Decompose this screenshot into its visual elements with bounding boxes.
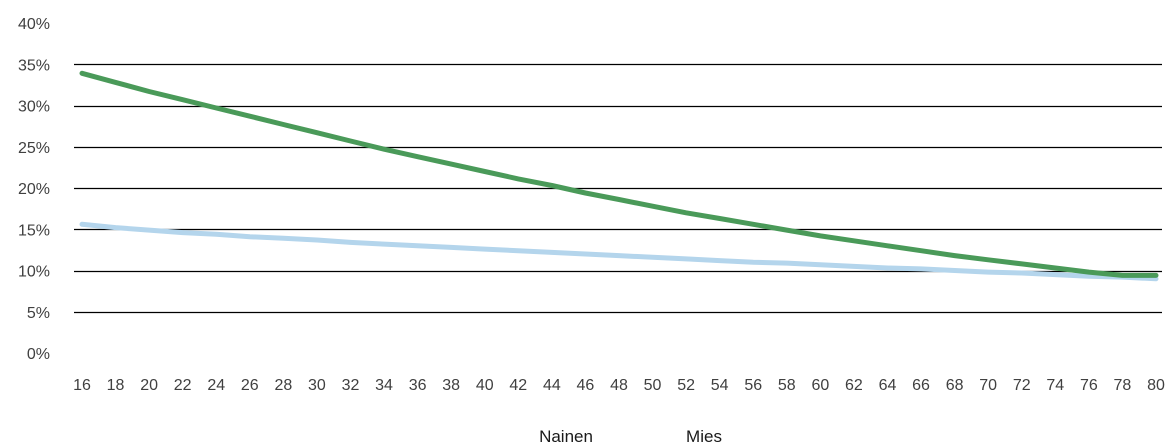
x-tick-label: 34 [375, 377, 393, 394]
x-tick-label: 60 [811, 377, 829, 394]
x-tick-label: 76 [1080, 377, 1098, 394]
x-tick-label: 38 [442, 377, 460, 394]
x-tick-label: 72 [1013, 377, 1031, 394]
x-tick-label: 30 [308, 377, 326, 394]
x-tick-label: 64 [879, 377, 897, 394]
x-tick-label: 20 [140, 377, 158, 394]
x-tick-label: 74 [1046, 377, 1064, 394]
y-tick-label: 30% [18, 99, 50, 116]
legend-label-nainen: Nainen [539, 427, 593, 446]
x-tick-label: 36 [409, 377, 427, 394]
series-line-mies [79, 70, 1159, 278]
x-tick-label: 32 [342, 377, 360, 394]
x-axis-tick-labels: 16 18 20 22 24 26 28 30 32 34 36 38 40 42 44 46 48 50 52 54… [73, 377, 1165, 394]
y-tick-label: 25% [18, 140, 50, 157]
x-tick-label: 42 [509, 377, 527, 394]
y-tick-label: 10% [18, 264, 50, 281]
x-tick-label: 22 [174, 377, 192, 394]
x-tick-label: 18 [107, 377, 125, 394]
series-lines [79, 70, 1159, 282]
x-tick-label: 56 [744, 377, 762, 394]
x-tick-label: 16 [73, 377, 91, 394]
x-tick-label: 24 [207, 377, 225, 394]
x-tick-label: 62 [845, 377, 863, 394]
y-tick-label: 20% [18, 181, 50, 198]
x-tick-label: 50 [644, 377, 662, 394]
x-tick-label: 58 [778, 377, 796, 394]
x-tick-label: 54 [711, 377, 729, 394]
y-tick-label: 40% [18, 16, 50, 33]
x-tick-label: 44 [543, 377, 561, 394]
x-tick-label: 80 [1147, 377, 1165, 394]
gridlines [74, 63, 1162, 314]
x-tick-label: 28 [274, 377, 292, 394]
x-tick-label: 68 [946, 377, 964, 394]
x-tick-label: 48 [610, 377, 628, 394]
legend: Nainen Mies [539, 427, 722, 446]
series-line-nainen [79, 221, 1159, 282]
x-tick-label: 70 [979, 377, 997, 394]
y-tick-label: 5% [27, 305, 50, 322]
x-tick-label: 26 [241, 377, 259, 394]
y-axis-tick-labels: 0% 5% 10% 15% 20% 25% 30% 35% 40% [18, 16, 50, 363]
y-tick-label: 0% [27, 346, 50, 363]
x-tick-label: 46 [577, 377, 595, 394]
x-tick-label: 52 [677, 377, 695, 394]
legend-label-mies: Mies [686, 427, 722, 446]
y-tick-label: 15% [18, 222, 50, 239]
x-tick-label: 78 [1114, 377, 1132, 394]
x-tick-label: 40 [476, 377, 494, 394]
y-tick-label: 35% [18, 57, 50, 74]
x-tick-label: 66 [912, 377, 930, 394]
